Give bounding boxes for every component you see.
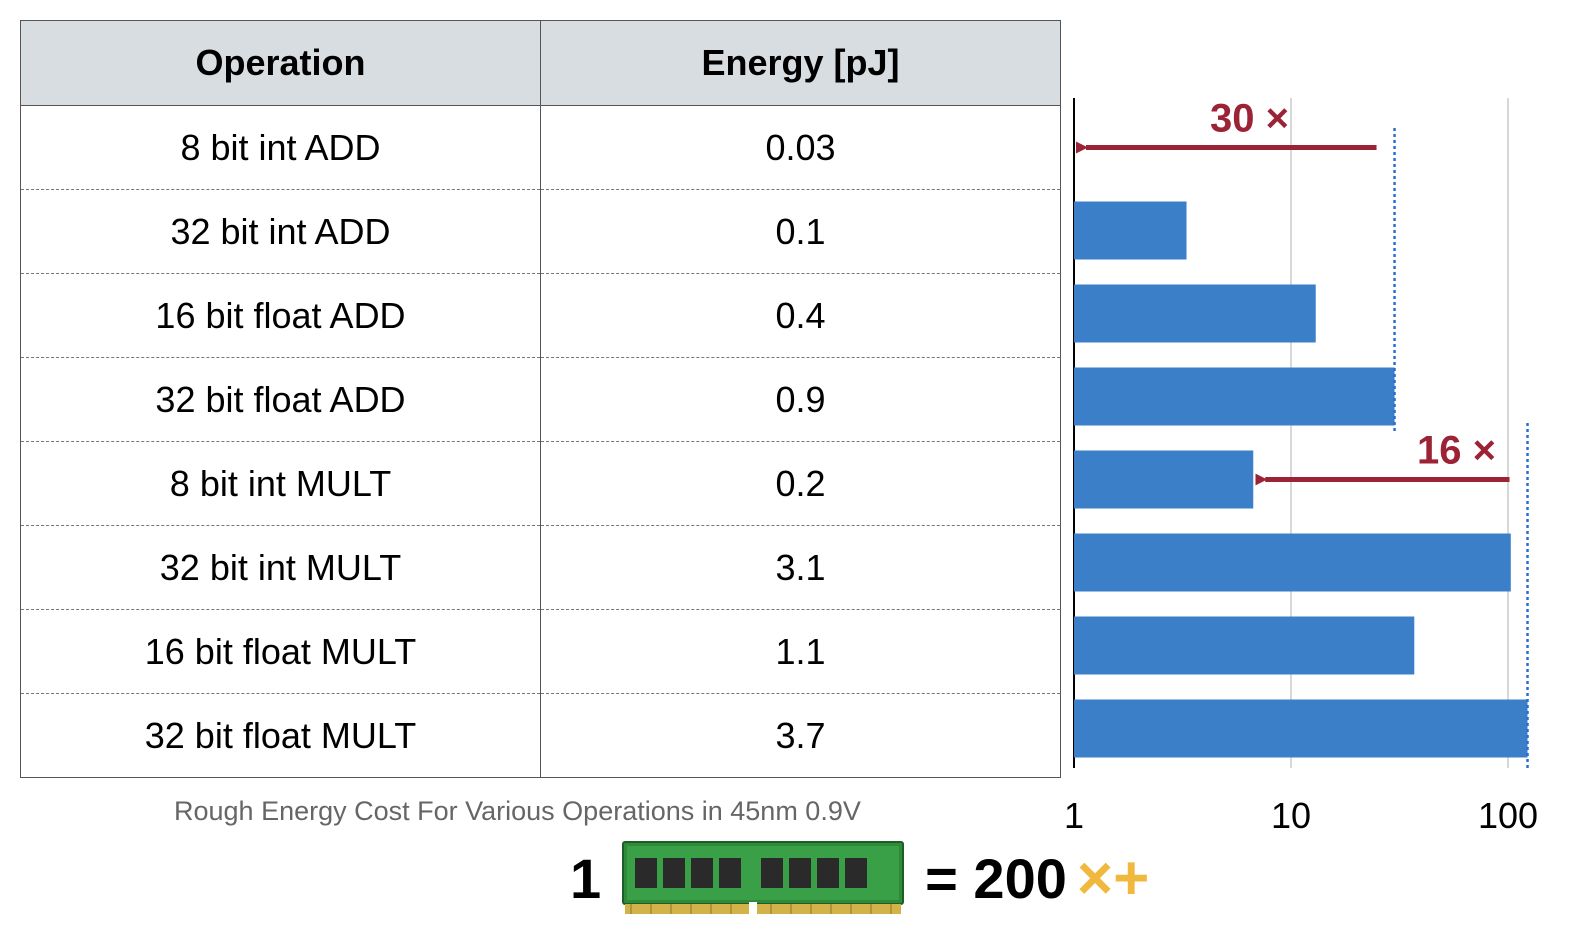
energy-cell: 0.4 [540, 273, 1061, 358]
equation-ops: ×+ [1076, 843, 1150, 913]
bar-4 [1074, 450, 1254, 509]
operation-cell: 8 bit int ADD [20, 105, 541, 190]
table-row: 32 bit float ADD 0.9 [20, 357, 1061, 442]
x-tick-label: 10 [1271, 795, 1311, 836]
table-caption: Rough Energy Cost For Various Operations… [174, 796, 861, 826]
table-header-row: Operation Energy [pJ] [20, 20, 1061, 106]
table-row: 32 bit int ADD 0.1 [20, 189, 1061, 274]
table-row: 8 bit int ADD 0.03 [20, 105, 1061, 190]
equation-left: 1 [570, 846, 602, 910]
energy-cell: 1.1 [540, 609, 1061, 694]
header-operation: Operation [20, 20, 541, 106]
factor-label: 16 × [1417, 429, 1496, 473]
energy-cell: 0.1 [540, 189, 1061, 274]
bar-2 [1074, 284, 1316, 343]
operation-cell: 16 bit float ADD [20, 273, 541, 358]
header-energy: Energy [pJ] [540, 20, 1061, 106]
table-row: 32 bit int MULT 3.1 [20, 525, 1061, 610]
operation-cell: 32 bit float ADD [20, 357, 541, 442]
table-row: 16 bit float ADD 0.4 [20, 273, 1061, 358]
table-row: 16 bit float MULT 1.1 [20, 609, 1061, 694]
equation-right: = 200 [925, 846, 1067, 910]
memory-equation: 1 = 200 ×+ [570, 838, 1149, 918]
bar-3 [1074, 367, 1395, 426]
energy-cell: 0.2 [540, 441, 1061, 526]
operation-cell: 8 bit int MULT [20, 441, 541, 526]
ram-module-icon [622, 841, 905, 916]
operation-cell: 32 bit int MULT [20, 525, 541, 610]
factor-label: 30 × [1210, 98, 1289, 141]
energy-cell: 0.03 [540, 105, 1061, 190]
bar-7 [1074, 699, 1528, 758]
energy-table: Operation Energy [pJ] 8 bit int ADD 0.03 3… [20, 20, 1061, 778]
bar-6 [1074, 616, 1415, 675]
bar-5 [1074, 533, 1511, 592]
energy-cell: 0.9 [540, 357, 1061, 442]
x-tick-label: 100 [1478, 795, 1538, 836]
operation-cell: 16 bit float MULT [20, 609, 541, 694]
energy-cell: 3.1 [540, 525, 1061, 610]
operation-cell: 32 bit int ADD [20, 189, 541, 274]
table-row: 32 bit float MULT 3.7 [20, 693, 1061, 778]
log-bar-chart: 30 × 16 × 1 10 100 [1064, 98, 1538, 836]
operation-cell: 32 bit float MULT [20, 693, 541, 778]
x-tick-label: 1 [1064, 795, 1084, 836]
bar-1 [1074, 201, 1187, 260]
table-row: 8 bit int MULT 0.2 [20, 441, 1061, 526]
energy-cell: 3.7 [775, 714, 826, 756]
